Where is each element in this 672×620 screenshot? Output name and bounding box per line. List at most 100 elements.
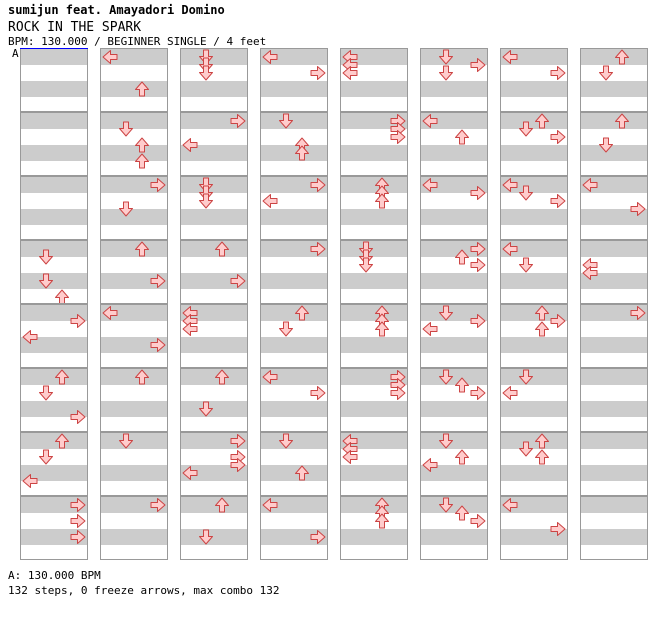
- beat-band: [181, 241, 247, 257]
- measure: [500, 496, 568, 560]
- beat-band: [501, 113, 567, 129]
- up-arrow-icon: [215, 369, 229, 385]
- beat-band: [421, 145, 487, 161]
- measure: [20, 368, 88, 432]
- measure: [260, 176, 328, 240]
- down-arrow-icon: [199, 401, 213, 417]
- chart-column: [100, 48, 168, 560]
- right-arrow-icon: [310, 66, 326, 80]
- down-arrow-icon: [359, 249, 373, 265]
- measure: [580, 112, 648, 176]
- left-arrow-icon: [262, 498, 278, 512]
- beat-band: [21, 113, 87, 129]
- beat-band: [181, 145, 247, 161]
- left-arrow-icon: [102, 50, 118, 64]
- measure: [100, 368, 168, 432]
- beat-band: [341, 529, 407, 545]
- measure: [580, 304, 648, 368]
- beat-band: [261, 465, 327, 481]
- beat-band: [261, 145, 327, 161]
- beat-band: [181, 209, 247, 225]
- down-arrow-icon: [519, 441, 533, 457]
- right-arrow-icon: [470, 258, 486, 272]
- measure: [500, 432, 568, 496]
- right-arrow-icon: [550, 130, 566, 144]
- down-arrow-icon: [39, 249, 53, 265]
- measure: [260, 432, 328, 496]
- right-arrow-icon: [630, 306, 646, 320]
- right-arrow-icon: [470, 242, 486, 256]
- beat-band: [101, 113, 167, 129]
- chart-column: [340, 48, 408, 560]
- down-arrow-icon: [39, 273, 53, 289]
- beat-band: [581, 273, 647, 289]
- down-arrow-icon: [199, 529, 213, 545]
- right-arrow-icon: [310, 530, 326, 544]
- right-arrow-icon: [470, 186, 486, 200]
- beat-band: [581, 497, 647, 513]
- chart-column: [580, 48, 648, 560]
- measure: [180, 48, 248, 112]
- measure: [20, 496, 88, 560]
- beat-band: [421, 81, 487, 97]
- right-arrow-icon: [390, 130, 406, 144]
- left-arrow-icon: [22, 330, 38, 344]
- up-arrow-icon: [455, 505, 469, 521]
- beat-band: [181, 305, 247, 321]
- up-arrow-icon: [615, 113, 629, 129]
- measure: [500, 48, 568, 112]
- up-arrow-icon: [375, 193, 389, 209]
- beat-band: [181, 433, 247, 449]
- beat-band: [581, 369, 647, 385]
- beat-band: [421, 273, 487, 289]
- up-arrow-icon: [535, 305, 549, 321]
- beat-band: [501, 433, 567, 449]
- measure: [180, 304, 248, 368]
- beat-band: [181, 113, 247, 129]
- down-arrow-icon: [199, 65, 213, 81]
- right-arrow-icon: [550, 522, 566, 536]
- up-arrow-icon: [375, 321, 389, 337]
- right-arrow-icon: [70, 498, 86, 512]
- right-arrow-icon: [470, 514, 486, 528]
- up-arrow-icon: [295, 145, 309, 161]
- measure: [580, 240, 648, 304]
- right-arrow-icon: [150, 338, 166, 352]
- up-arrow-icon: [135, 153, 149, 169]
- measure: [340, 112, 408, 176]
- down-arrow-icon: [359, 241, 373, 257]
- down-arrow-icon: [279, 433, 293, 449]
- beat-band: [21, 337, 87, 353]
- beat-band: [261, 177, 327, 193]
- beat-band: [341, 145, 407, 161]
- up-arrow-icon: [215, 497, 229, 513]
- right-arrow-icon: [550, 66, 566, 80]
- beat-band: [181, 369, 247, 385]
- measure: [420, 48, 488, 112]
- up-arrow-icon: [455, 129, 469, 145]
- up-arrow-icon: [55, 289, 69, 303]
- measure: [100, 432, 168, 496]
- left-arrow-icon: [502, 178, 518, 192]
- up-arrow-icon: [295, 305, 309, 321]
- measure: [500, 176, 568, 240]
- measure: [260, 240, 328, 304]
- beat-band: [181, 337, 247, 353]
- measure: [340, 304, 408, 368]
- beat-band: [21, 273, 87, 289]
- measure: [580, 496, 648, 560]
- beat-band: [261, 49, 327, 65]
- left-arrow-icon: [22, 474, 38, 488]
- beat-band: [581, 209, 647, 225]
- measure: [260, 304, 328, 368]
- beat-band: [421, 113, 487, 129]
- beat-band: [261, 337, 327, 353]
- right-arrow-icon: [390, 122, 406, 136]
- down-arrow-icon: [439, 497, 453, 513]
- down-arrow-icon: [439, 369, 453, 385]
- left-arrow-icon: [502, 498, 518, 512]
- measure: [180, 176, 248, 240]
- measure: [20, 304, 88, 368]
- right-arrow-icon: [390, 378, 406, 392]
- beat-band: [21, 145, 87, 161]
